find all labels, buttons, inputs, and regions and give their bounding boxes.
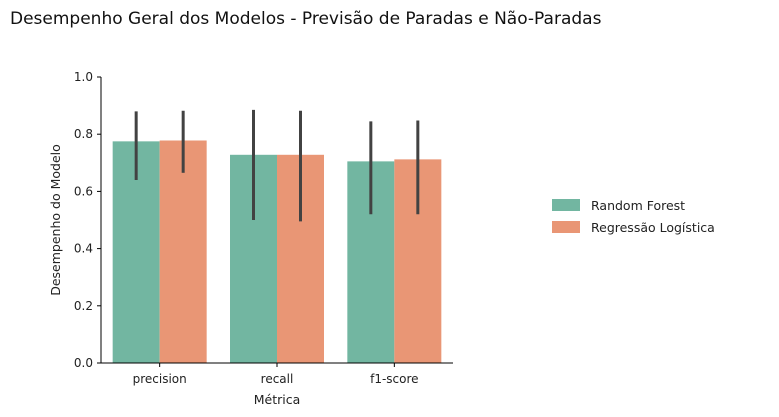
y-tick-label: 0.4 xyxy=(74,242,93,256)
legend: Random Forest Regressão Logística xyxy=(552,198,715,235)
x-axis-label: Métrica xyxy=(254,392,301,407)
chart-title: Desempenho Geral dos Modelos - Previsão … xyxy=(10,9,602,29)
y-tick-label: 0.6 xyxy=(74,184,93,198)
legend-swatch xyxy=(552,199,580,211)
legend-swatch xyxy=(552,221,580,233)
y-tick-label: 0.2 xyxy=(74,299,93,313)
legend-label: Random Forest xyxy=(591,198,685,213)
y-tick-label: 0.0 xyxy=(74,356,93,370)
bar-precision-1 xyxy=(159,140,207,363)
x-tick-label: precision xyxy=(133,372,187,386)
y-tick-label: 1.0 xyxy=(74,70,93,84)
y-axis-label: Desempenho do Modelo xyxy=(48,144,63,296)
x-tick-label: f1-score xyxy=(370,372,418,386)
legend-label: Regressão Logística xyxy=(591,220,715,235)
plot-area: 0.0 0.2 0.4 0.6 0.8 1.0 precision recall f1-scor… xyxy=(74,70,453,386)
x-tick-label: recall xyxy=(261,372,294,386)
y-tick-label: 0.8 xyxy=(74,127,93,141)
